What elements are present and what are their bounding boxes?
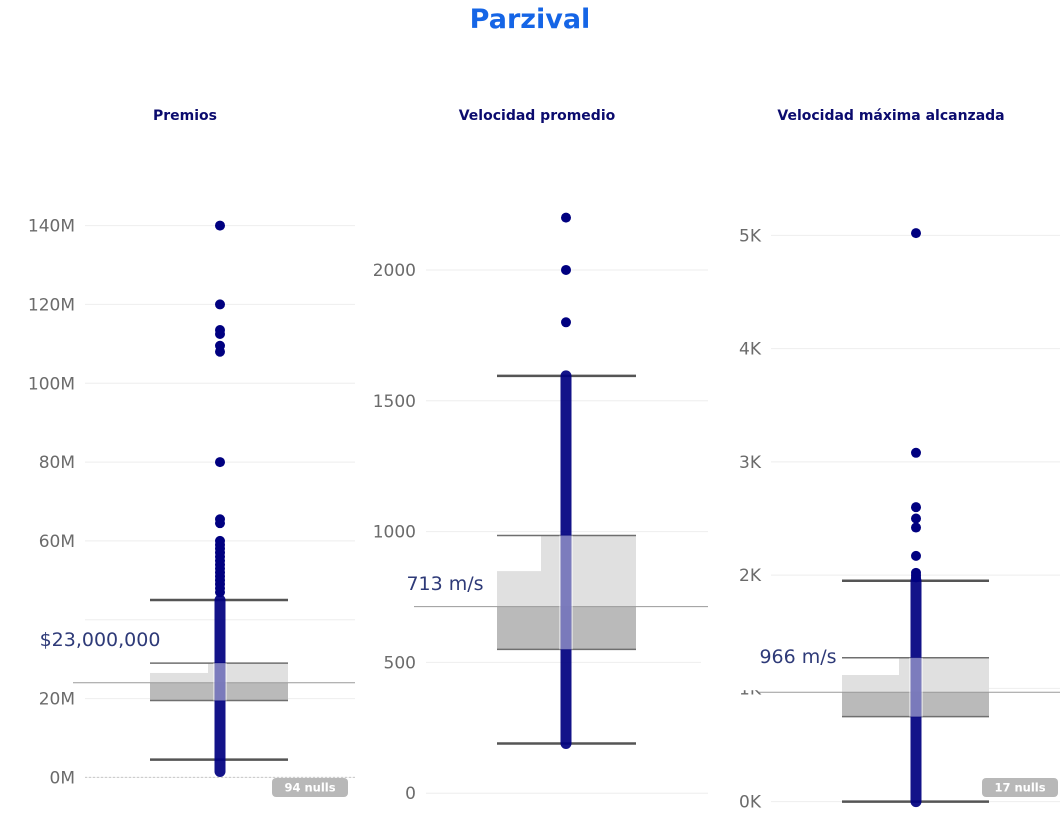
chart-premios: 0M 20M 60M 80M 100M 120M 140M $23,000,000 94 nul… (15, 217, 355, 797)
y-tick-label: 500 (384, 653, 416, 673)
y-tick-label: 5K (739, 226, 762, 246)
y-tick-label: 2000 (373, 261, 416, 281)
median-label: $23,000,000 (40, 629, 161, 651)
data-point (561, 317, 571, 328)
data-point (561, 212, 571, 223)
data-point (215, 328, 225, 339)
chart-velocidad-promedio: 0 500 1000 1500 2000 713 m/s (356, 212, 708, 804)
data-point (561, 264, 571, 275)
data-point (215, 346, 225, 357)
null-badge-label: 17 nulls (994, 781, 1045, 795)
box-overlay (213, 663, 227, 701)
chart-title-premios: Premios (153, 108, 217, 124)
y-tick-label: 140M (28, 217, 75, 237)
y-tick-label: 1500 (373, 392, 416, 412)
y-tick-label: 60M (39, 532, 75, 552)
data-point (911, 502, 921, 513)
data-point (215, 587, 225, 598)
box-overlay (559, 535, 573, 650)
chart-velocidad-maxima: 0K1K2K3K4K5K966 m/s17 nulls (701, 226, 1060, 813)
data-point (215, 299, 225, 310)
y-tick-label: 20M (39, 690, 75, 710)
data-point (911, 572, 921, 583)
chart-title-velocidad-promedio: Velocidad promedio (458, 108, 616, 124)
data-point (215, 518, 225, 529)
y-tick-label: 0 (405, 784, 416, 804)
median-label: 713 m/s (406, 573, 483, 595)
y-tick-label: 0M (50, 768, 75, 788)
y-tick-label: 3K (739, 453, 762, 473)
box-notch (841, 656, 899, 675)
y-tick-label: 4K (739, 340, 762, 360)
y-tick-label: 0K (739, 793, 762, 813)
y-tick-label: 100M (28, 374, 75, 394)
data-point (911, 513, 921, 524)
data-point (215, 457, 225, 468)
y-tick-label: 120M (28, 295, 75, 315)
data-point (911, 228, 921, 239)
page-title: Parzival (469, 4, 591, 35)
box-overlay (909, 657, 923, 717)
data-point (215, 220, 225, 231)
data-point (911, 522, 921, 533)
median-label: 966 m/s (759, 646, 836, 668)
box-notch (496, 534, 541, 572)
null-badge (272, 778, 348, 797)
y-tick-label: 2K (739, 566, 762, 586)
y-tick-label: 1000 (373, 523, 416, 543)
y-tick-label: 80M (39, 453, 75, 473)
data-point (911, 447, 921, 458)
null-badge-label: 94 nulls (284, 781, 335, 795)
null-badge (982, 778, 1058, 797)
box-notch (149, 662, 208, 673)
chart-title-velocidad-maxima: Velocidad máxima alcanzada (777, 108, 1005, 124)
data-point (911, 550, 921, 561)
